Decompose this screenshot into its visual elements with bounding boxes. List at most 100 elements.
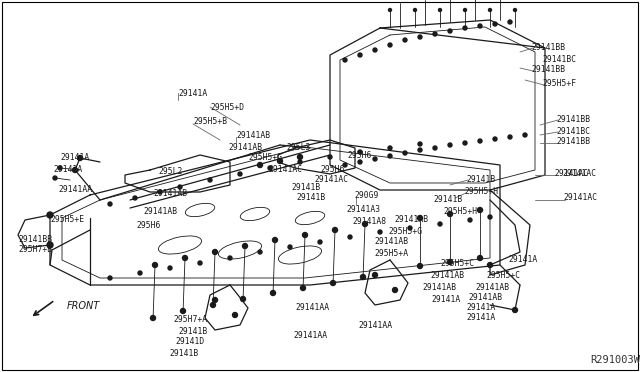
- Text: 295H5+H: 295H5+H: [443, 206, 477, 215]
- Text: 29141BC: 29141BC: [556, 126, 590, 135]
- Circle shape: [413, 9, 417, 12]
- Text: 295H6: 295H6: [347, 151, 371, 160]
- Circle shape: [133, 196, 137, 200]
- Text: 290G9: 290G9: [354, 192, 378, 201]
- Circle shape: [208, 178, 212, 182]
- Text: 29141AB: 29141AB: [430, 272, 464, 280]
- Text: 29141A: 29141A: [508, 254, 537, 263]
- Circle shape: [417, 215, 422, 221]
- Circle shape: [212, 250, 218, 254]
- Text: 29141AA: 29141AA: [358, 321, 392, 330]
- Circle shape: [243, 244, 248, 248]
- Circle shape: [152, 263, 157, 267]
- Circle shape: [388, 9, 392, 12]
- Circle shape: [168, 266, 172, 270]
- Circle shape: [358, 53, 362, 57]
- Text: 29141AB: 29141AB: [143, 206, 177, 215]
- Circle shape: [477, 208, 483, 212]
- Text: 29141AC: 29141AC: [563, 193, 597, 202]
- Text: 29141A: 29141A: [466, 314, 495, 323]
- Text: 29141A8: 29141A8: [352, 217, 386, 225]
- Circle shape: [417, 263, 422, 269]
- Text: 29141AB: 29141AB: [475, 283, 509, 292]
- Circle shape: [388, 146, 392, 150]
- Circle shape: [108, 276, 112, 280]
- Circle shape: [198, 261, 202, 265]
- Circle shape: [328, 155, 332, 159]
- Circle shape: [212, 298, 218, 302]
- Text: 295H5+D: 295H5+D: [210, 103, 244, 112]
- Circle shape: [448, 29, 452, 33]
- Circle shape: [433, 32, 437, 36]
- Text: 29141AB: 29141AB: [374, 237, 408, 247]
- Text: 295H5+A: 295H5+A: [374, 248, 408, 257]
- Circle shape: [330, 280, 335, 285]
- Text: 29141AB: 29141AB: [236, 131, 270, 141]
- Text: 295H5+B: 295H5+B: [193, 118, 227, 126]
- Circle shape: [372, 273, 378, 278]
- Circle shape: [348, 235, 352, 239]
- Circle shape: [182, 256, 188, 260]
- Circle shape: [477, 256, 483, 260]
- Circle shape: [303, 232, 307, 237]
- Circle shape: [523, 133, 527, 137]
- Circle shape: [358, 160, 362, 164]
- Text: 29141A: 29141A: [60, 153, 89, 161]
- Circle shape: [418, 148, 422, 152]
- Text: 29141AB: 29141AB: [153, 189, 187, 199]
- Text: 29141BB: 29141BB: [18, 234, 52, 244]
- Circle shape: [77, 155, 83, 160]
- Text: 295H6: 295H6: [320, 164, 344, 173]
- Text: 29141B: 29141B: [296, 192, 325, 202]
- Circle shape: [318, 240, 322, 244]
- Circle shape: [362, 221, 367, 227]
- Circle shape: [278, 158, 282, 164]
- Circle shape: [333, 228, 337, 232]
- Text: 29141B: 29141B: [466, 174, 495, 183]
- Circle shape: [392, 288, 397, 292]
- Text: 295H5+G: 295H5+G: [388, 227, 422, 235]
- Circle shape: [47, 212, 53, 218]
- Text: 29141A: 29141A: [431, 295, 460, 304]
- Text: 29141AB: 29141AB: [394, 215, 428, 224]
- Text: 295H7+A: 295H7+A: [173, 314, 207, 324]
- Circle shape: [418, 142, 422, 146]
- Circle shape: [468, 218, 472, 222]
- Text: 29141A: 29141A: [53, 164, 83, 173]
- Circle shape: [58, 166, 62, 170]
- Circle shape: [228, 256, 232, 260]
- Circle shape: [373, 157, 377, 161]
- Circle shape: [447, 212, 452, 217]
- Circle shape: [180, 308, 186, 314]
- Text: 29141AB: 29141AB: [422, 283, 456, 292]
- Circle shape: [301, 285, 305, 291]
- Text: 29141BB: 29141BB: [531, 65, 565, 74]
- Circle shape: [360, 275, 365, 279]
- Circle shape: [488, 263, 493, 267]
- Text: 29141BB: 29141BB: [531, 42, 565, 51]
- Text: 29141B: 29141B: [169, 349, 198, 357]
- Circle shape: [268, 166, 272, 170]
- Circle shape: [298, 160, 302, 164]
- Text: 295H5+H: 295H5+H: [464, 187, 498, 196]
- Text: 29141AB: 29141AB: [468, 294, 502, 302]
- Text: 29141BB: 29141BB: [556, 115, 590, 124]
- Circle shape: [448, 143, 452, 147]
- Circle shape: [211, 302, 216, 308]
- Text: 29141AB: 29141AB: [228, 142, 262, 151]
- Circle shape: [403, 38, 407, 42]
- Circle shape: [438, 9, 442, 12]
- Circle shape: [158, 190, 162, 194]
- Circle shape: [493, 22, 497, 26]
- Circle shape: [72, 167, 77, 173]
- Text: 295H5+E: 295H5+E: [50, 215, 84, 224]
- Circle shape: [288, 245, 292, 249]
- Circle shape: [241, 296, 246, 301]
- Text: 29141B: 29141B: [291, 183, 320, 192]
- Text: 29141AA: 29141AA: [58, 186, 92, 195]
- Circle shape: [447, 260, 452, 264]
- Circle shape: [508, 20, 512, 24]
- Text: 295H5+F: 295H5+F: [542, 80, 576, 89]
- Text: 29141BC: 29141BC: [542, 55, 576, 64]
- Circle shape: [488, 9, 492, 12]
